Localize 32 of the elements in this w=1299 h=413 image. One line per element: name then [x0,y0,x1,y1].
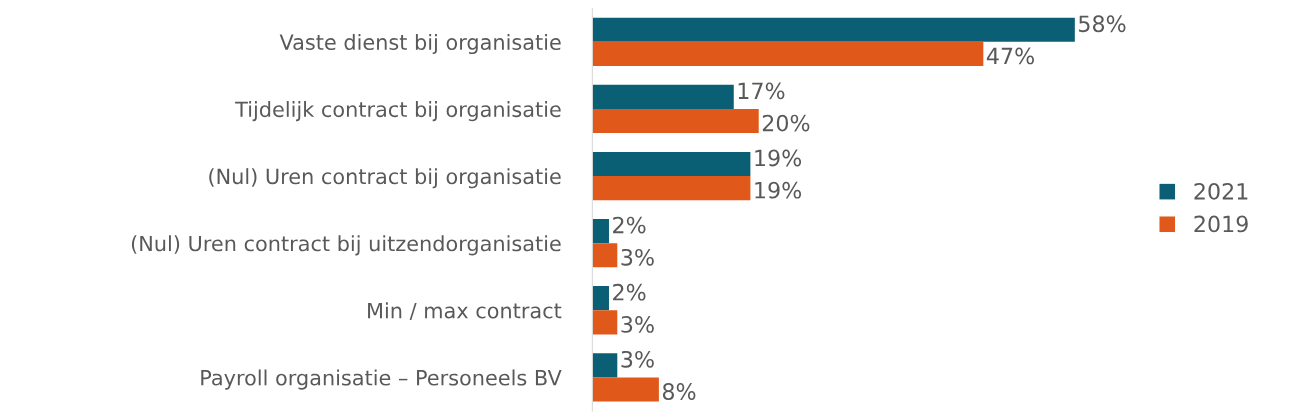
bar [592,176,751,201]
y-tick-label: Tijdelijk contract bij organisatie [235,101,561,122]
legend-label: 2021 [1194,182,1248,200]
data-label: 3% [621,248,654,266]
data-label: 19% [755,181,802,199]
y-tick-label: Payroll organisatie – Personeels BV [201,369,562,390]
bar [592,218,609,244]
data-label: 20% [762,114,810,132]
bar [592,17,1075,42]
y-tick-label: (Nul) Uren contract bij uitzendorganisatie [131,235,561,256]
data-label: 3% [621,316,654,333]
data-label: 19% [755,149,802,167]
data-label: 17% [738,82,785,100]
y-tick-label: Min / max contract [368,302,562,321]
data-label: 3% [621,350,654,368]
bar [592,84,734,109]
bar [592,377,659,402]
bar [592,41,984,66]
bar [592,108,759,134]
data-label: 8% [662,383,696,400]
data-label: 2% [613,283,646,301]
y-tick-label: (Nul) Uren contract bij organisatie [209,168,561,189]
bar [592,151,751,177]
bar [592,310,618,335]
bar [592,243,618,268]
legend-label: 2019 [1194,215,1248,233]
y-tick-label: Vaste dienst bij organisatie [279,33,561,55]
data-label: 2% [613,216,646,234]
bar [592,286,609,311]
bar [592,353,618,378]
data-label: 47% [986,47,1034,65]
data-label: 58% [1079,15,1126,33]
